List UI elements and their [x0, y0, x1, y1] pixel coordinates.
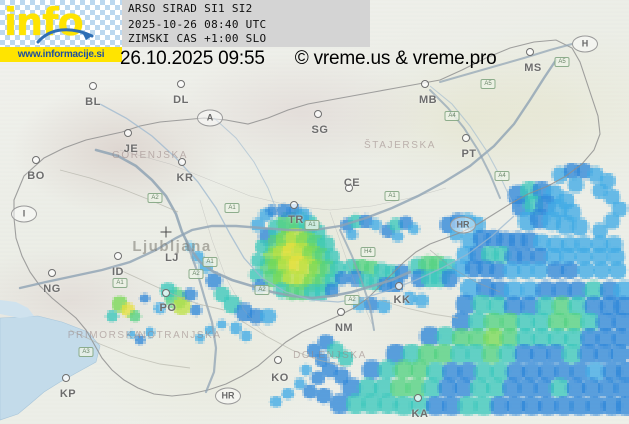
city-marker-icon — [314, 110, 322, 118]
country-marker-h: H — [572, 35, 598, 53]
region-label: DOLENJSKA — [293, 350, 367, 361]
city-label-je: JE — [123, 143, 139, 155]
road-shield: A2 — [147, 193, 163, 203]
road-shield: A2 — [188, 269, 204, 279]
road-shield: A4 — [494, 171, 510, 181]
city-label-id: ID — [112, 266, 124, 278]
city-label-ko: KO — [271, 372, 289, 384]
city-marker-icon — [421, 80, 429, 88]
city-label-dl: DL — [173, 94, 189, 106]
city-marker-icon — [48, 269, 56, 277]
city-label-ka: KA — [411, 408, 429, 420]
capital-label-ljubljana: Ljubljana — [132, 238, 212, 255]
city-label-nm: NM — [334, 322, 354, 334]
city-marker-icon — [414, 394, 422, 402]
road-shield: A1 — [304, 220, 320, 230]
timestamp-row: 26.10.2025 09:55 © vreme.us & vreme.pro — [120, 48, 497, 70]
city-marker-icon — [124, 129, 132, 137]
region-label: NOTRANJSKA — [138, 330, 222, 341]
road-shield: A5 — [480, 79, 496, 89]
road-shield: A1 — [224, 203, 240, 213]
road-shield: A2 — [344, 295, 360, 305]
copyright-credit: © vreme.us & vreme.pro — [294, 48, 497, 69]
country-marker-hr: HR — [215, 387, 241, 405]
city-marker-icon — [345, 184, 353, 192]
city-marker-icon — [337, 308, 345, 316]
header-overlay: info www.informacije.si ARSO SIRAD SI1 S… — [0, 0, 370, 62]
radar-local-time-note: ZIMSKI CAS +1:00 SLO — [128, 32, 267, 45]
city-label-tr: TR — [288, 214, 304, 226]
city-label-kk: KK — [393, 294, 411, 306]
road-shield: A1 — [112, 278, 128, 288]
city-label-sg: SG — [311, 124, 329, 136]
radar-utc-time: 2025-10-26 08:40 UTC — [128, 18, 267, 31]
road-shield: A5 — [554, 57, 570, 67]
road-shield: A1 — [202, 257, 218, 267]
city-marker-icon — [395, 282, 403, 290]
city-marker-icon — [162, 289, 170, 297]
city-label-kr: KR — [176, 172, 194, 184]
city-marker-icon — [526, 48, 534, 56]
country-marker-hr: HR — [450, 216, 476, 234]
city-marker-icon — [462, 134, 470, 142]
logo-wordmark: info — [4, 0, 84, 44]
city-label-po: PO — [159, 302, 177, 314]
radar-info-panel: ARSO SIRAD SI1 SI2 2025-10-26 08:40 UTC … — [122, 0, 370, 47]
city-marker-icon — [89, 82, 97, 90]
capital-marker-icon — [160, 226, 172, 238]
road-shield: A2 — [254, 285, 270, 295]
city-label-bo: BO — [27, 170, 45, 182]
city-marker-icon — [62, 374, 70, 382]
city-marker-icon — [290, 201, 298, 209]
country-marker-a: A — [197, 109, 223, 127]
city-label-ng: NG — [43, 283, 61, 295]
city-marker-icon — [274, 356, 282, 364]
radar-source-line: ARSO SIRAD SI1 SI2 — [128, 2, 253, 15]
region-label: ŠTAJERSKA — [363, 140, 437, 151]
region-label: GORENJSKA — [111, 150, 189, 161]
country-marker-i: I — [11, 205, 37, 223]
city-label-mb: MB — [418, 94, 438, 106]
city-label-bl: BL — [85, 96, 101, 108]
city-label-kp: KP — [59, 388, 77, 400]
road-shield: A3 — [78, 347, 94, 357]
city-marker-icon — [114, 252, 122, 260]
city-label-pt: PT — [461, 148, 477, 160]
city-label-ms: MS — [524, 62, 542, 74]
city-label-ce: CE — [343, 177, 361, 189]
city-label-lj: LJ — [165, 252, 179, 264]
road-shield: A4 — [444, 111, 460, 121]
local-timestamp: 26.10.2025 09:55 — [120, 48, 265, 69]
road-shield: A1 — [384, 191, 400, 201]
city-marker-icon — [32, 156, 40, 164]
logo-url-bar[interactable]: www.informacije.si — [0, 47, 122, 62]
region-label: PRIMORSKA — [67, 330, 143, 341]
informacije-logo[interactable]: info www.informacije.si — [0, 0, 122, 62]
city-marker-icon — [178, 158, 186, 166]
road-shield: H4 — [360, 247, 376, 257]
city-marker-icon — [177, 80, 185, 88]
